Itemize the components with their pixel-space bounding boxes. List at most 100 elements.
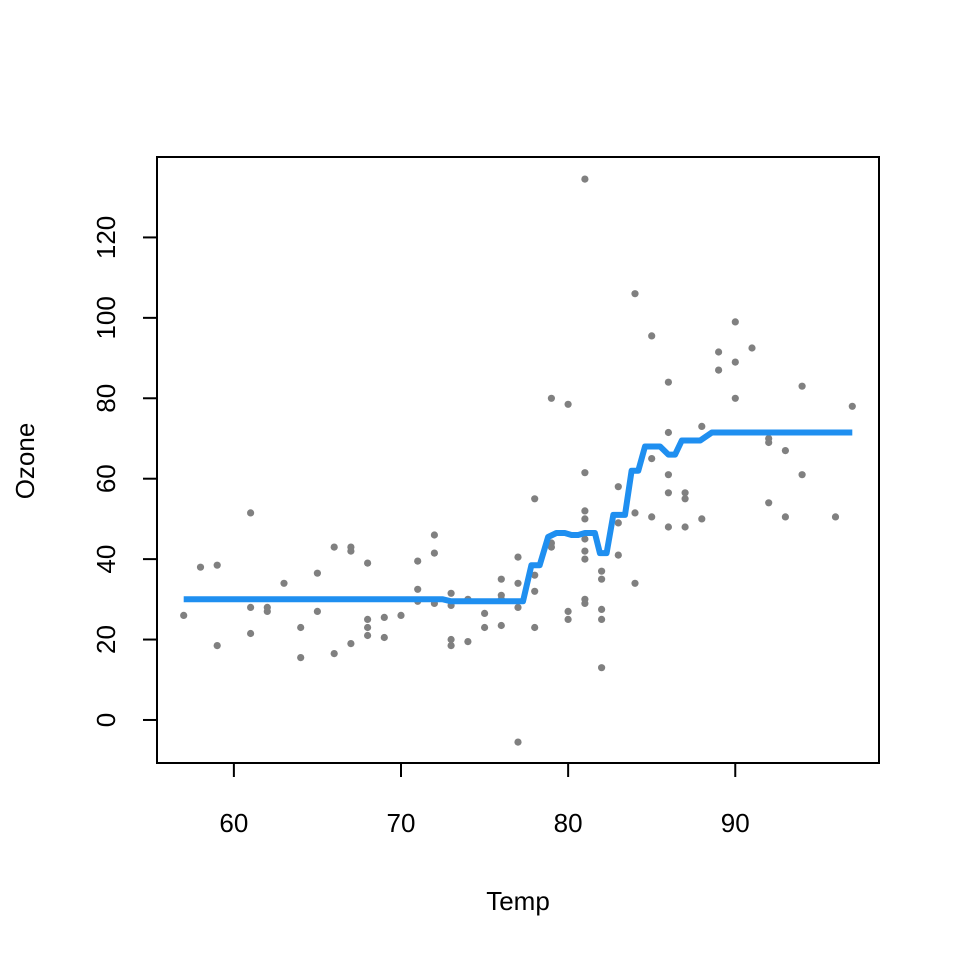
data-point bbox=[564, 607, 572, 616]
data-point bbox=[430, 549, 438, 557]
data-point bbox=[313, 607, 321, 616]
data-point bbox=[364, 631, 372, 640]
data-point bbox=[581, 555, 589, 563]
data-point bbox=[447, 642, 455, 650]
data-point bbox=[547, 394, 556, 402]
data-point bbox=[765, 438, 773, 447]
data-point bbox=[581, 547, 589, 555]
data-point bbox=[748, 344, 756, 352]
data-point bbox=[247, 509, 255, 517]
data-points bbox=[180, 175, 856, 746]
data-point bbox=[447, 589, 455, 597]
x-tick: 70 bbox=[387, 763, 416, 838]
data-point bbox=[430, 531, 438, 539]
x-tick: 60 bbox=[219, 763, 248, 838]
data-point bbox=[497, 575, 505, 583]
data-point bbox=[213, 561, 221, 569]
data-point bbox=[781, 447, 790, 455]
data-point bbox=[531, 587, 539, 595]
y-tick: 100 bbox=[91, 296, 157, 340]
data-point bbox=[715, 348, 723, 356]
data-point bbox=[731, 318, 739, 326]
data-point bbox=[614, 551, 622, 559]
data-point bbox=[664, 428, 673, 437]
data-point bbox=[481, 609, 489, 618]
data-point bbox=[297, 623, 305, 632]
fit-line bbox=[183, 429, 853, 605]
data-point bbox=[247, 603, 255, 612]
y-tick-label: 40 bbox=[91, 545, 121, 574]
data-point bbox=[514, 579, 522, 587]
plot-frame bbox=[156, 156, 880, 764]
data-point bbox=[213, 642, 221, 650]
data-point bbox=[598, 605, 606, 614]
data-point bbox=[547, 543, 556, 551]
data-point bbox=[798, 471, 806, 479]
data-point bbox=[598, 615, 606, 624]
data-point bbox=[347, 640, 355, 648]
data-point bbox=[531, 495, 539, 503]
data-point bbox=[196, 563, 205, 571]
data-point bbox=[614, 519, 622, 527]
data-point bbox=[531, 571, 539, 579]
data-point bbox=[247, 629, 255, 638]
data-point bbox=[313, 569, 321, 577]
data-point bbox=[347, 547, 355, 555]
y-axis-label: Ozone bbox=[10, 423, 40, 500]
data-point bbox=[280, 579, 288, 587]
data-point bbox=[330, 543, 338, 551]
data-point bbox=[614, 483, 622, 491]
x-tick-label: 80 bbox=[554, 808, 583, 838]
data-point bbox=[648, 455, 656, 463]
y-tick-label: 120 bbox=[91, 216, 121, 259]
data-point bbox=[581, 507, 589, 515]
data-point bbox=[664, 523, 673, 531]
x-tick-label: 70 bbox=[387, 808, 416, 838]
data-point bbox=[330, 650, 338, 658]
data-point bbox=[648, 332, 656, 340]
data-point bbox=[581, 515, 589, 523]
data-point bbox=[531, 623, 539, 632]
data-point bbox=[581, 535, 589, 543]
data-point bbox=[598, 567, 606, 575]
data-point bbox=[581, 175, 589, 183]
y-tick-label: 20 bbox=[91, 625, 121, 654]
y-tick: 60 bbox=[91, 464, 157, 493]
x-tick: 90 bbox=[721, 763, 750, 838]
x-tick-label: 60 bbox=[219, 808, 248, 838]
data-point bbox=[297, 654, 305, 662]
y-axis: 0 20 40 60 80 100 120 bbox=[91, 216, 157, 727]
y-tick-label: 80 bbox=[91, 384, 121, 413]
data-point bbox=[631, 290, 639, 298]
data-point bbox=[848, 402, 856, 410]
data-point bbox=[263, 607, 271, 616]
data-point bbox=[598, 575, 606, 583]
data-point bbox=[414, 585, 422, 593]
y-tick: 0 bbox=[91, 713, 157, 727]
data-point bbox=[631, 579, 639, 587]
data-point bbox=[380, 633, 388, 642]
data-point bbox=[698, 422, 706, 430]
data-point bbox=[581, 599, 589, 608]
data-point bbox=[397, 611, 405, 620]
data-point bbox=[364, 559, 372, 567]
data-point bbox=[514, 553, 522, 561]
y-tick: 80 bbox=[91, 384, 157, 413]
data-point bbox=[514, 738, 522, 746]
x-axis-label: Temp bbox=[486, 886, 550, 916]
data-point bbox=[180, 611, 188, 620]
data-point bbox=[681, 495, 689, 503]
data-point bbox=[664, 489, 673, 497]
data-point bbox=[564, 400, 572, 408]
data-point bbox=[364, 615, 372, 624]
data-point bbox=[380, 613, 388, 622]
x-tick-label: 90 bbox=[721, 808, 750, 838]
y-tick-label: 0 bbox=[91, 713, 121, 727]
data-point bbox=[564, 615, 572, 624]
x-axis: 60 70 80 90 bbox=[219, 763, 750, 838]
data-point bbox=[581, 469, 589, 477]
y-tick: 120 bbox=[91, 216, 157, 259]
data-point bbox=[664, 378, 673, 386]
data-point bbox=[598, 664, 606, 672]
